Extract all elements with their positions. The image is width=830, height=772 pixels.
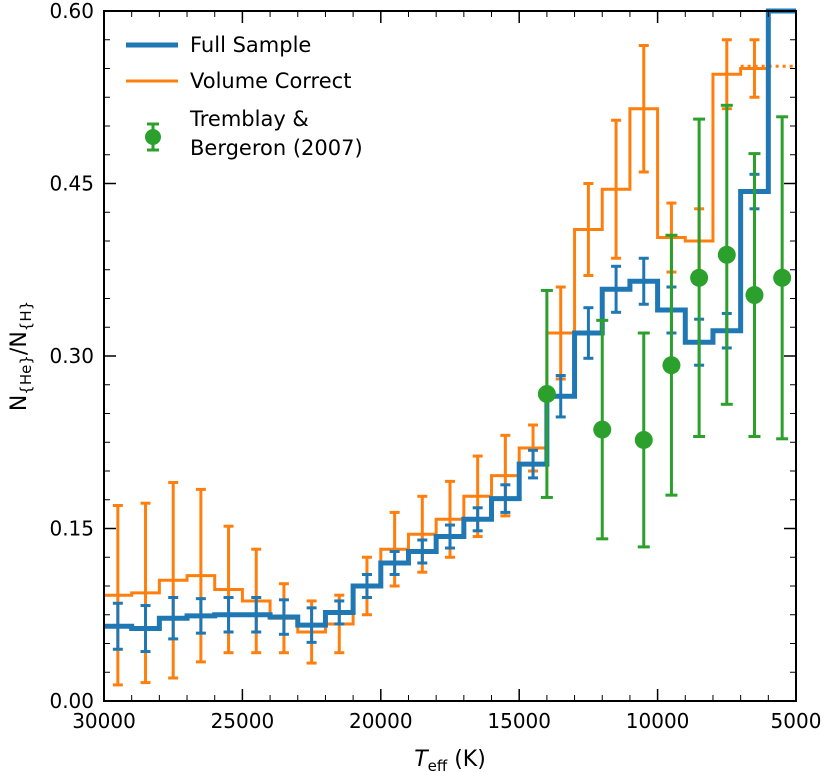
x-tick-label: 15000	[487, 709, 551, 733]
x-axis-label-main: T	[414, 747, 429, 772]
legend-label-volume-correct: Volume Correct	[190, 69, 351, 93]
x-axis-label: Teff (K)	[414, 747, 486, 772]
legend-label-tremblay-line1: Tremblay &	[189, 107, 309, 131]
y-axis-label: N{He}/N{H}	[7, 301, 35, 411]
y-axis-label-slash: /N	[7, 331, 32, 355]
axis-ticks: 30000 25000 20000 15000 10000 5000 0.00 0.15 0.3…	[49, 0, 821, 733]
tremblay-point	[745, 286, 764, 305]
y-tick-label: 0.30	[49, 344, 94, 368]
tremblay-point	[537, 384, 556, 403]
tremblay-point	[593, 420, 612, 439]
tremblay-point	[662, 356, 681, 375]
full-sample-step-line	[104, 8, 796, 632]
legend-label-tremblay-line2: Bergeron (2007)	[190, 136, 363, 160]
y-axis-label-sub2: {H}	[17, 301, 35, 331]
x-tick-label: 10000	[626, 709, 690, 733]
y-axis-label-n1: N	[7, 395, 32, 411]
x-axis-label-sub: eff	[428, 757, 448, 772]
tremblay-point	[634, 430, 653, 449]
y-tick-label: 0.45	[49, 172, 94, 196]
x-tick-label: 5000	[771, 709, 822, 733]
tremblay-point	[690, 268, 709, 287]
x-axis-label-unit: (K)	[447, 747, 486, 772]
tremblay-point	[773, 268, 792, 287]
volume-correct-step-line	[104, 67, 769, 634]
y-axis-label-sub1: {He}	[17, 355, 35, 395]
tremblay-point	[717, 245, 736, 264]
series-layer	[104, 8, 796, 687]
legend: Full Sample Volume Correct Tremblay & Be…	[126, 33, 363, 160]
x-tick-label: 30000	[72, 709, 136, 733]
x-tick-label: 20000	[349, 709, 413, 733]
y-tick-label: 0.60	[49, 0, 94, 23]
x-tick-label: 25000	[211, 709, 275, 733]
y-tick-label: 0.00	[49, 689, 94, 713]
legend-swatch-tremblay-marker	[145, 129, 161, 145]
legend-label-full-sample: Full Sample	[190, 33, 311, 57]
y-tick-label: 0.15	[49, 517, 94, 541]
